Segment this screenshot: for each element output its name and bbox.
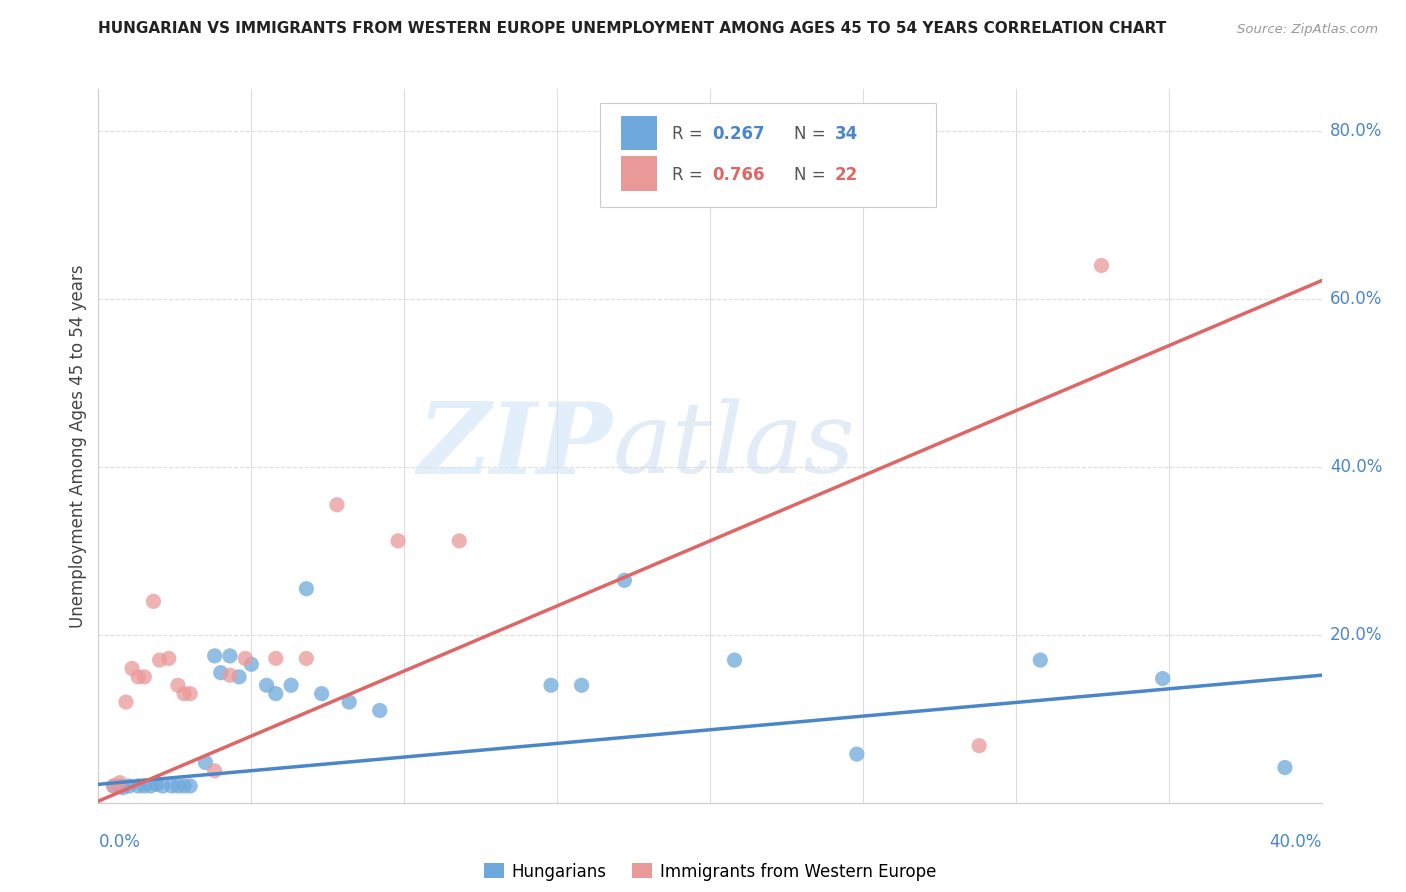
Text: 34: 34 xyxy=(835,125,858,143)
Text: N =: N = xyxy=(794,125,831,143)
Point xyxy=(280,678,302,692)
Text: 0.267: 0.267 xyxy=(713,125,765,143)
Point xyxy=(387,533,409,548)
Point xyxy=(1090,259,1112,273)
Point xyxy=(179,687,201,701)
Point xyxy=(264,687,287,701)
Point xyxy=(295,651,318,665)
Point xyxy=(219,648,242,663)
Point xyxy=(173,687,195,701)
Point xyxy=(723,653,745,667)
Point xyxy=(160,779,183,793)
Text: 40.0%: 40.0% xyxy=(1330,458,1382,476)
Point xyxy=(152,779,174,793)
Point xyxy=(167,678,190,692)
Point xyxy=(295,582,318,596)
Point xyxy=(108,775,131,789)
Text: atlas: atlas xyxy=(612,399,855,493)
Point xyxy=(311,687,333,701)
Point xyxy=(256,678,278,692)
Point xyxy=(167,779,190,793)
Point xyxy=(204,764,226,778)
Y-axis label: Unemployment Among Ages 45 to 54 years: Unemployment Among Ages 45 to 54 years xyxy=(69,264,87,628)
Point xyxy=(145,777,167,791)
Point xyxy=(179,779,201,793)
Point xyxy=(173,779,195,793)
Point xyxy=(240,657,263,672)
Text: 60.0%: 60.0% xyxy=(1330,290,1382,308)
Point xyxy=(326,498,349,512)
Point xyxy=(134,670,156,684)
Text: 22: 22 xyxy=(835,166,858,184)
Text: 40.0%: 40.0% xyxy=(1270,833,1322,851)
Point xyxy=(118,779,141,793)
Point xyxy=(449,533,471,548)
Point xyxy=(204,648,226,663)
Legend: Hungarians, Immigrants from Western Europe: Hungarians, Immigrants from Western Euro… xyxy=(477,856,943,888)
Text: 20.0%: 20.0% xyxy=(1330,626,1382,644)
Point xyxy=(157,651,180,665)
Point xyxy=(967,739,990,753)
Point xyxy=(127,779,149,793)
Point xyxy=(209,665,232,680)
Point xyxy=(540,678,562,692)
Point xyxy=(845,747,868,761)
Point xyxy=(111,780,134,795)
Point xyxy=(613,574,636,588)
Text: N =: N = xyxy=(794,166,831,184)
Text: R =: R = xyxy=(672,125,709,143)
Text: 0.766: 0.766 xyxy=(713,166,765,184)
Point xyxy=(1152,672,1174,686)
Point xyxy=(115,695,138,709)
Point xyxy=(194,756,217,770)
Point xyxy=(233,651,256,665)
Point xyxy=(139,779,162,793)
Bar xyxy=(620,156,658,191)
Text: HUNGARIAN VS IMMIGRANTS FROM WESTERN EUROPE UNEMPLOYMENT AMONG AGES 45 TO 54 YEA: HUNGARIAN VS IMMIGRANTS FROM WESTERN EUR… xyxy=(98,21,1167,36)
Point xyxy=(103,779,125,793)
FancyBboxPatch shape xyxy=(600,103,936,207)
Text: ZIP: ZIP xyxy=(418,398,612,494)
Point xyxy=(134,779,156,793)
Text: 80.0%: 80.0% xyxy=(1330,122,1382,140)
Point xyxy=(149,653,172,667)
Point xyxy=(1274,760,1296,774)
Point xyxy=(571,678,593,692)
Bar xyxy=(620,116,658,150)
Point xyxy=(228,670,250,684)
Point xyxy=(368,703,391,717)
Text: Source: ZipAtlas.com: Source: ZipAtlas.com xyxy=(1237,22,1378,36)
Point xyxy=(103,779,125,793)
Point xyxy=(1029,653,1052,667)
Point xyxy=(337,695,360,709)
Text: 0.0%: 0.0% xyxy=(98,833,141,851)
Point xyxy=(142,594,165,608)
Text: R =: R = xyxy=(672,166,709,184)
Point xyxy=(127,670,149,684)
Point xyxy=(264,651,287,665)
Point xyxy=(121,661,143,675)
Point xyxy=(219,668,242,682)
Point xyxy=(108,779,131,793)
